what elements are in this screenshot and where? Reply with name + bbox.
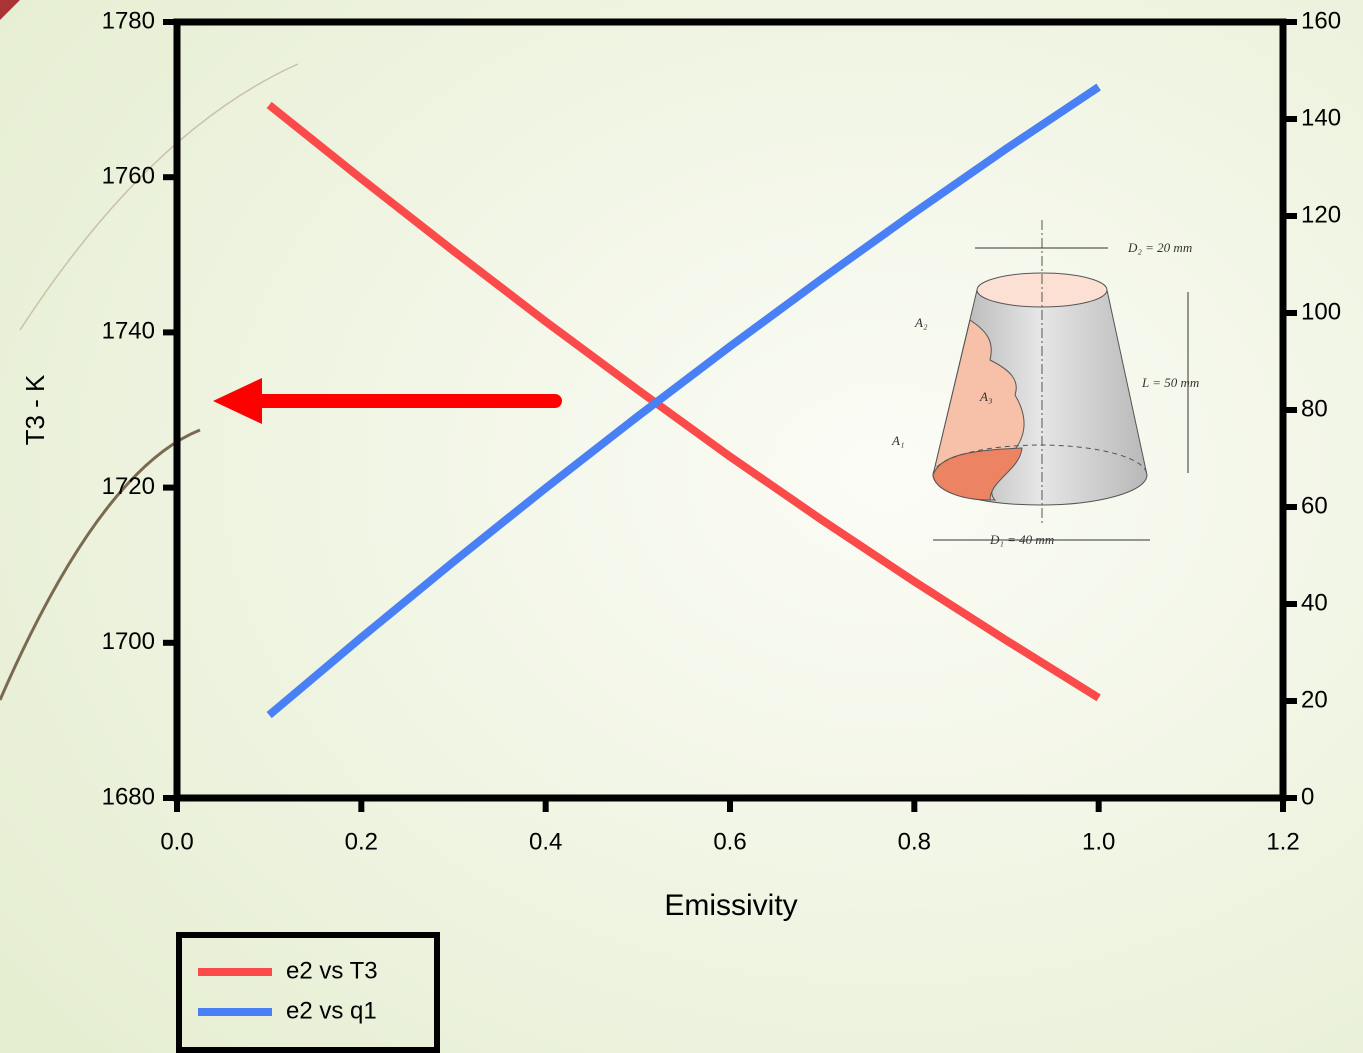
y-tick-label: 1720	[102, 473, 155, 500]
figure-label: D₁ = 40 mm	[989, 532, 1054, 547]
y2-tick-label: 80	[1301, 395, 1328, 422]
legend	[179, 935, 437, 1050]
y-tick-label: 1740	[102, 318, 155, 345]
figure-label: A₂	[914, 315, 928, 330]
figure-label: L = 50 mm	[1141, 375, 1199, 390]
x-axis-label: Emissivity	[664, 889, 797, 922]
y-tick-label: 1760	[102, 163, 155, 190]
figure-label: A₁	[891, 433, 904, 448]
x-tick-label: 0.4	[529, 828, 562, 855]
x-tick-label: 0.2	[345, 828, 378, 855]
y2-tick-label: 40	[1301, 589, 1328, 616]
y-tick-label: 1680	[102, 783, 155, 810]
legend-label: e2 vs q1	[286, 997, 377, 1024]
y2-tick-label: 0	[1301, 783, 1314, 810]
legend-label: e2 vs T3	[286, 957, 378, 984]
x-tick-label: 0.8	[898, 828, 931, 855]
x-tick-label: 0.0	[160, 828, 193, 855]
y2-tick-label: 100	[1301, 298, 1341, 325]
y-axis-label: T3 - K	[20, 374, 50, 445]
figure-label: D₂ = 20 mm	[1127, 240, 1192, 255]
y2-tick-label: 120	[1301, 201, 1341, 228]
y-tick-label: 1780	[102, 7, 155, 34]
x-tick-label: 1.2	[1266, 828, 1299, 855]
y2-tick-label: 20	[1301, 686, 1328, 713]
y2-tick-label: 60	[1301, 492, 1328, 519]
figure-label: A₃	[979, 389, 992, 404]
x-tick-label: 0.6	[713, 828, 746, 855]
chart: D₂ = 20 mm A₂ A₃ L = 50 mm A₁ D₁ = 40 mm…	[0, 0, 1363, 1053]
y2-tick-label: 160	[1301, 7, 1341, 34]
y2-tick-label: 140	[1301, 104, 1341, 131]
y-tick-label: 1700	[102, 628, 155, 655]
x-tick-label: 1.0	[1082, 828, 1115, 855]
